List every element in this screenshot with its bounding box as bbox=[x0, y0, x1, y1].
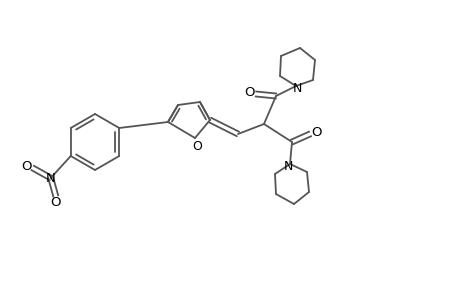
Text: O: O bbox=[192, 140, 202, 152]
Text: N: N bbox=[46, 172, 56, 184]
Text: N: N bbox=[283, 160, 292, 172]
Text: N: N bbox=[291, 82, 301, 94]
Text: O: O bbox=[50, 196, 61, 209]
Text: O: O bbox=[311, 125, 322, 139]
Text: O: O bbox=[22, 160, 32, 172]
Text: O: O bbox=[244, 85, 255, 98]
